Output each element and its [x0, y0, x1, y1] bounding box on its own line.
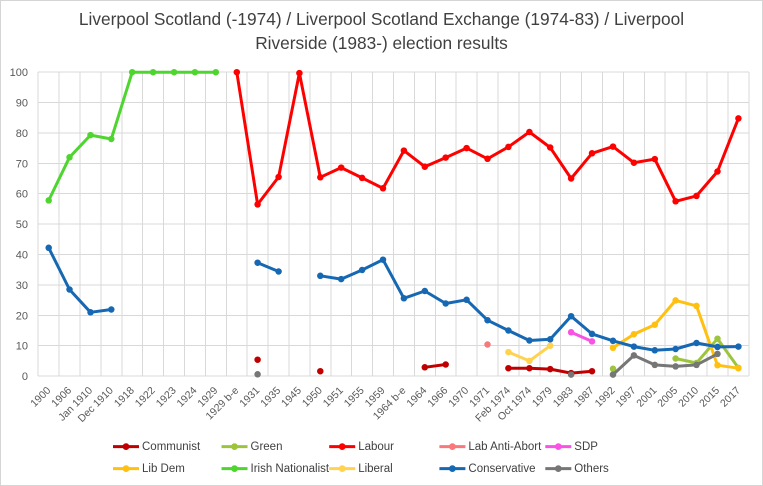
svg-text:1964: 1964	[404, 385, 429, 410]
svg-text:50: 50	[16, 219, 28, 231]
svg-text:Communist: Communist	[142, 441, 201, 453]
svg-text:Conservative: Conservative	[468, 463, 535, 475]
svg-text:1924: 1924	[175, 385, 200, 410]
svg-text:60: 60	[16, 189, 28, 201]
svg-text:30: 30	[16, 280, 28, 292]
svg-text:Others: Others	[574, 463, 609, 475]
svg-text:0: 0	[22, 371, 28, 383]
svg-text:1966: 1966	[425, 385, 450, 410]
svg-text:Green: Green	[251, 441, 283, 453]
svg-text:2005: 2005	[655, 385, 680, 410]
svg-text:2001: 2001	[634, 385, 659, 410]
svg-text:80: 80	[16, 128, 28, 140]
svg-text:1935: 1935	[258, 385, 283, 410]
svg-text:1923: 1923	[154, 385, 179, 410]
svg-text:SDP: SDP	[574, 441, 598, 453]
svg-text:1918: 1918	[112, 385, 137, 410]
svg-text:Lib Dem: Lib Dem	[142, 463, 185, 475]
svg-text:1987: 1987	[572, 385, 597, 410]
svg-text:1900: 1900	[28, 385, 53, 410]
svg-text:2015: 2015	[697, 385, 722, 410]
svg-text:20: 20	[16, 310, 28, 322]
svg-text:100: 100	[10, 67, 28, 79]
svg-text:1992: 1992	[593, 385, 618, 410]
svg-text:1922: 1922	[133, 385, 158, 410]
svg-text:1997: 1997	[614, 385, 639, 410]
svg-text:10: 10	[16, 341, 28, 353]
svg-text:1931: 1931	[237, 385, 262, 410]
svg-text:Lab Anti-Abort: Lab Anti-Abort	[468, 441, 542, 453]
svg-text:1979: 1979	[530, 385, 555, 410]
svg-text:2010: 2010	[676, 385, 701, 410]
svg-text:70: 70	[16, 158, 28, 170]
svg-text:Liberal: Liberal	[358, 463, 393, 475]
svg-text:Irish Nationalist: Irish Nationalist	[251, 463, 330, 475]
svg-text:1955: 1955	[342, 385, 367, 410]
svg-text:1950: 1950	[300, 385, 325, 410]
svg-text:90: 90	[16, 98, 28, 110]
svg-text:1951: 1951	[321, 385, 346, 410]
svg-text:1983: 1983	[551, 385, 576, 410]
svg-text:2017: 2017	[718, 385, 743, 410]
svg-text:1945: 1945	[279, 385, 304, 410]
svg-text:Labour: Labour	[358, 441, 394, 453]
svg-text:40: 40	[16, 250, 28, 262]
svg-text:1970: 1970	[446, 385, 471, 410]
